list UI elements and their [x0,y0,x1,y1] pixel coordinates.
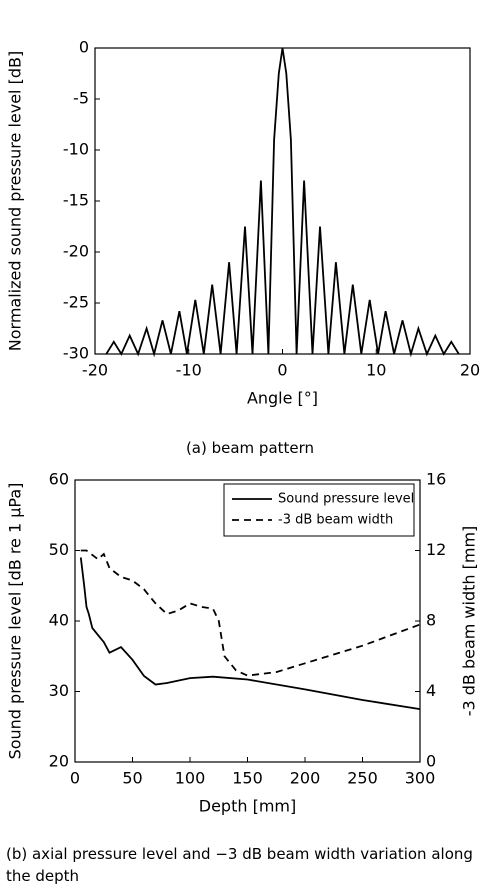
y-tick-label: -5 [73,89,89,108]
caption: (b) axial pressure level and −3 dB beam … [6,845,473,885]
data-line [80,549,421,677]
y2-tick-label: 16 [426,470,446,489]
y-tick-label: 0 [79,38,89,57]
legend-box [223,483,415,537]
y-tick-label: 60 [49,470,69,489]
y-tick-label: -30 [63,344,89,363]
x-tick-label: 0 [277,361,287,380]
x-tick-label: 10 [366,361,386,380]
y-tick-label: -25 [63,293,89,312]
y-tick-label: -20 [63,242,89,261]
x-tick-label: -10 [176,361,202,380]
y-tick-label: -15 [63,191,89,210]
x-tick-label: 150 [232,769,263,788]
x-tick-label: 200 [290,769,321,788]
x-axis-label: Depth [mm] [199,797,296,816]
caption: (a) beam pattern [185,439,315,457]
x-tick-label: 300 [405,769,436,788]
y-axis-label: Normalized sound pressure level [dB] [6,51,25,351]
y-tick-label: 20 [49,752,69,771]
y2-tick-label: 8 [426,611,436,630]
y2-axis-label: -3 dB beam width [mm] [460,526,479,717]
data-line [105,47,460,358]
y-tick-label: -10 [63,140,89,159]
legend-label: -3 dB beam width [278,513,393,528]
y-axis-label: Sound pressure level [dB re 1 μPa] [6,483,25,760]
plot-frame [94,47,471,355]
y-tick-label: 50 [49,540,69,559]
x-tick-label: -20 [82,361,108,380]
y2-tick-label: 12 [426,540,446,559]
legend-label: Sound pressure level [278,492,414,507]
x-tick-label: 50 [122,769,142,788]
y2-tick-label: 4 [426,681,436,700]
data-line [79,557,421,710]
x-tick-label: 20 [460,361,480,380]
x-tick-label: 0 [70,769,80,788]
y-tick-label: 30 [49,681,69,700]
y-tick-label: 40 [49,611,69,630]
y2-tick-label: 0 [426,752,436,771]
x-tick-label: 100 [175,769,206,788]
x-axis-label: Angle [°] [247,389,318,408]
x-tick-label: 250 [347,769,378,788]
